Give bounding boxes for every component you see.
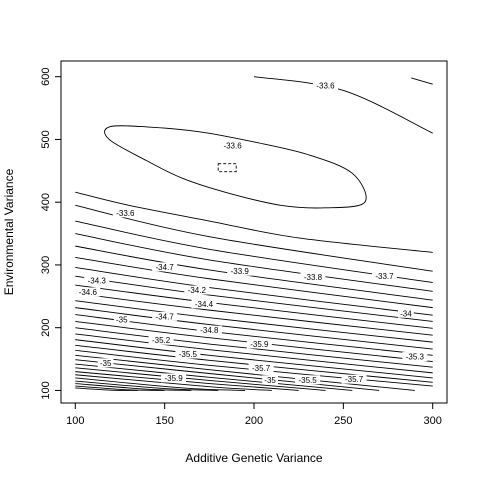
contour-label-bg: [262, 375, 278, 385]
contour-label-bg: [341, 374, 367, 384]
y-tick-label: 500: [40, 130, 52, 148]
contour-label-bg: [113, 315, 130, 325]
contour-label: -34.2: [188, 286, 207, 295]
contour-line: [75, 387, 138, 391]
y-tick-label: 200: [40, 319, 52, 337]
contour-label: -34.3: [88, 277, 107, 286]
x-axis-label: Additive Genetic Variance: [185, 451, 323, 465]
y-axis: 100 200 300 400 500 600: [40, 68, 61, 400]
contour-line: [75, 204, 433, 272]
contour-label-bg: [148, 335, 174, 345]
y-tick-label: 300: [40, 256, 52, 274]
contour-label: -34.6: [79, 288, 98, 297]
contour-line: [75, 380, 219, 391]
contour-label-bg: [196, 325, 222, 335]
contour-line: [75, 367, 326, 391]
contour-line: [75, 300, 433, 343]
contour-label-bg: [227, 266, 253, 276]
contour-label-bg: [300, 272, 326, 282]
contour-line: [75, 267, 433, 316]
contour-label-bg: [397, 308, 414, 318]
contour-line: [75, 349, 433, 387]
contour-label: -35.5: [298, 376, 317, 385]
contour-label: -35: [264, 376, 276, 385]
contour-label: -35.7: [252, 364, 271, 373]
contour-label: -35.7: [345, 375, 364, 384]
contour-label: -35: [116, 316, 128, 325]
contour-line: [75, 359, 380, 391]
contour-line: [75, 371, 299, 391]
contour-label-bg: [152, 262, 178, 272]
contour-label-bg: [112, 208, 138, 218]
contour-label-bg: [75, 287, 101, 297]
contour-label: -34.4: [195, 300, 214, 309]
contour-label: -35.2: [152, 336, 171, 345]
contour-label-bg: [97, 358, 114, 368]
contour-line: [75, 307, 433, 350]
contour-label: -33.6: [316, 81, 335, 90]
contour-label: -35.3: [406, 353, 425, 362]
contour-label: -33.6: [223, 142, 242, 151]
contour-label-bg: [152, 311, 178, 321]
contour-labels: -33.6 -33.6 -33.6 -34.7 -33.9 -33.8 -33.7 -34.3…: [75, 80, 428, 385]
contour-line: [75, 377, 246, 391]
x-tick-label: 100: [66, 415, 84, 427]
contour-line: [75, 292, 433, 336]
maximum-marker: [217, 163, 237, 173]
contour-label: -33.6: [116, 209, 135, 218]
contour-line: [75, 256, 433, 309]
contour-line: [75, 333, 433, 374]
contour-line: [75, 327, 433, 368]
contour-line: [75, 245, 433, 301]
x-axis: 100 150 200 250 300: [66, 403, 442, 427]
contour-line: [75, 344, 433, 383]
contour-line: [75, 385, 165, 391]
y-tick-label: 100: [40, 381, 52, 399]
x-tick-label: 250: [334, 415, 352, 427]
contour-label: -34: [400, 309, 412, 318]
contour-label-bg: [184, 285, 210, 295]
contour-label-bg: [371, 271, 397, 281]
contour-line: [75, 320, 433, 363]
contour-label-bg: [295, 375, 321, 385]
plot-frame: [60, 60, 448, 404]
contour-label-bg: [191, 299, 217, 309]
contour-label: -35.9: [164, 374, 183, 383]
y-tick-label: 600: [40, 68, 52, 86]
contour-label: -33.9: [231, 267, 250, 276]
contour-lines: [75, 76, 433, 391]
contour-label: -33.7: [375, 272, 394, 281]
contour-line: [253, 76, 433, 134]
contour-label: -34.7: [156, 263, 175, 272]
contour-line: [75, 339, 433, 379]
contour-line: [75, 191, 433, 253]
contour-line: [411, 77, 433, 85]
contour-label-bg: [161, 373, 187, 383]
contour-label-bg: [84, 276, 110, 286]
contour-label-bg: [312, 80, 338, 90]
contour-label: -35.5: [179, 350, 198, 359]
x-tick-label: 300: [424, 415, 442, 427]
x-tick-label: 150: [155, 415, 173, 427]
contour-label-bg: [248, 363, 274, 373]
contour-label-bg: [402, 352, 428, 362]
contour-label: -35: [100, 359, 112, 368]
contour-label: -34.7: [156, 312, 175, 321]
contour-label: -35.9: [250, 340, 269, 349]
contour-line: [75, 233, 433, 292]
x-tick-label: 200: [245, 415, 263, 427]
contour-line: [104, 125, 367, 209]
contour-line: [75, 374, 272, 391]
contour-label-bg: [246, 339, 272, 349]
y-tick-label: 400: [40, 193, 52, 211]
contour-line: [75, 383, 192, 391]
contour-label-bg: [175, 349, 201, 359]
y-axis-label: Environmental Variance: [2, 168, 16, 295]
contour-label-bg: [220, 141, 246, 151]
contour-label: -33.8: [304, 273, 323, 282]
contour-label: -34.8: [200, 326, 219, 335]
